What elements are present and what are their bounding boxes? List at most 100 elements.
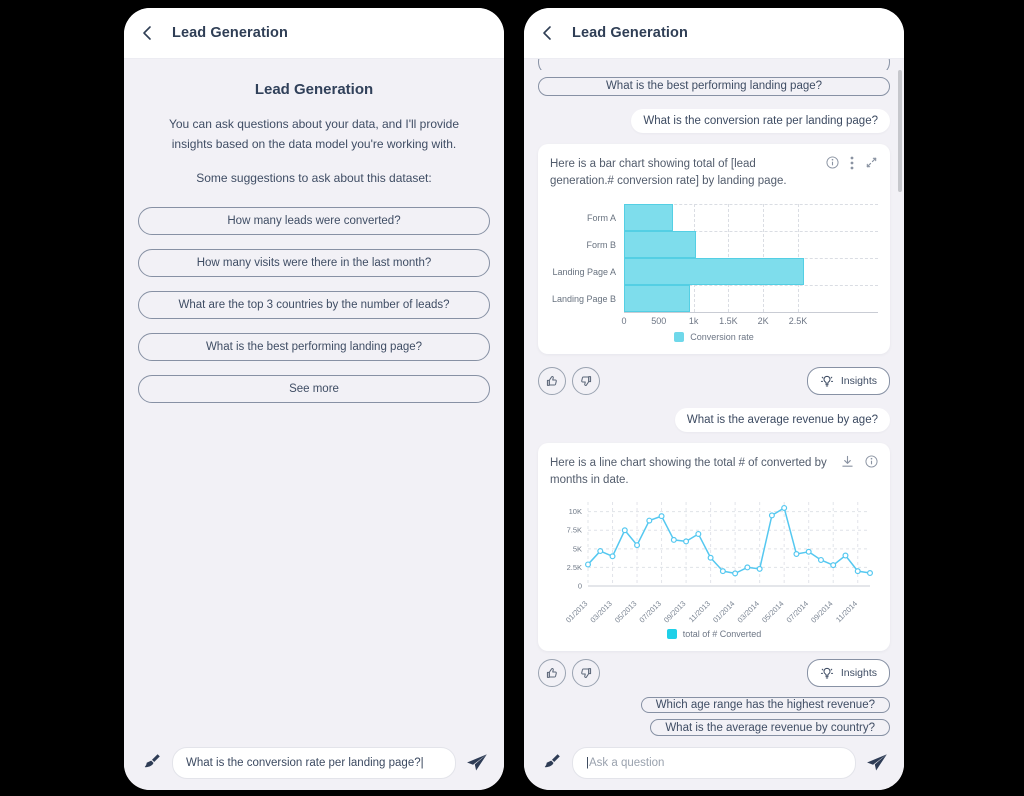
input-value: What is the conversion rate per landing … [186, 757, 421, 769]
svg-text:07/2014: 07/2014 [785, 599, 811, 624]
svg-text:5K: 5K [573, 544, 582, 553]
line-chart-legend: total of # Converted [550, 628, 878, 639]
suggestions-label: Some suggestions to ask about this datas… [196, 170, 432, 185]
svg-text:01/2013: 01/2013 [564, 599, 590, 624]
lightbulb-icon [820, 666, 834, 680]
send-icon[interactable] [866, 753, 888, 773]
line-chart-card: Here is a line chart showing the total #… [538, 443, 890, 651]
thumbs-up-button[interactable] [538, 658, 566, 687]
suggestion-pill-visits[interactable]: How many visits were there in the last m… [138, 248, 490, 277]
svg-text:2.5K: 2.5K [567, 562, 582, 571]
svg-text:05/2014: 05/2014 [760, 599, 786, 624]
bar-chart-x-axis: 0 500 1k 1.5K 2K 2.5K [621, 313, 878, 328]
svg-text:09/2014: 09/2014 [809, 599, 835, 624]
kebab-menu-icon[interactable] [850, 156, 854, 170]
bar-x-tick: 1.5K [719, 316, 738, 327]
header-title: Lead Generation [572, 25, 688, 41]
back-icon[interactable] [142, 25, 154, 41]
svg-text:03/2014: 03/2014 [736, 599, 762, 624]
suggestion-pill-landing[interactable]: What is the best performing landing page… [138, 332, 490, 361]
bar-chart-card: Here is a bar chart showing total of [le… [538, 143, 890, 355]
right-footer: | Ask a question [524, 736, 904, 790]
right-header: Lead Generation [524, 8, 904, 59]
bar [624, 285, 691, 313]
suggestion-pill-converted[interactable]: How many leads were converted? [138, 206, 490, 235]
bar [624, 258, 804, 286]
insights-label: Insights [840, 666, 877, 679]
suggestion-pill-age-range[interactable]: Which age range has the highest revenue? [640, 696, 890, 714]
legend-label: total of # Converted [682, 628, 762, 639]
bar-card-title: Here is a bar chart showing total of [le… [550, 157, 787, 187]
user-message: What is the average revenue by age? [674, 408, 890, 433]
bar-chart: Form A Form B Landing Page A Landing Page B [550, 204, 878, 314]
bar-category-label: Form A [586, 212, 616, 223]
phone-right: Lead Generation What is the best perform… [524, 8, 904, 790]
bar-category-label: Form B [586, 239, 616, 250]
thumbs-down-button[interactable] [572, 367, 600, 396]
bar-category-label: Landing Page B [551, 293, 616, 304]
chat-scroll-area[interactable]: What is the best performing landing page… [524, 59, 904, 736]
bar-x-tick: 500 [651, 316, 667, 327]
clear-broom-icon[interactable] [140, 752, 162, 774]
info-icon[interactable] [826, 156, 839, 169]
suggestion-pill-partial[interactable] [538, 59, 890, 70]
svg-text:7.5K: 7.5K [567, 525, 582, 534]
expand-icon[interactable] [865, 156, 878, 169]
welcome-title: Lead Generation [254, 81, 374, 98]
line-card-title: Here is a line chart showing the total #… [550, 457, 827, 487]
svg-text:11/2013: 11/2013 [687, 599, 712, 624]
svg-text:03/2013: 03/2013 [588, 599, 614, 624]
input-caret: | [420, 757, 424, 769]
legend-swatch [674, 332, 685, 343]
thumbs-down-button[interactable] [572, 658, 600, 687]
svg-text:07/2013: 07/2013 [637, 599, 663, 624]
back-icon[interactable] [542, 25, 554, 41]
input-caret: | [586, 757, 589, 769]
svg-text:09/2013: 09/2013 [662, 599, 688, 624]
clear-broom-icon[interactable] [540, 752, 562, 774]
send-icon[interactable] [466, 753, 488, 773]
suggestion-pill-country[interactable]: What is the average revenue by country? [650, 719, 890, 736]
phone-left: Lead Generation Lead Generation You can … [124, 8, 504, 790]
suggestion-pill-see-more[interactable]: See more [138, 374, 490, 403]
svg-text:0: 0 [578, 581, 582, 590]
bar-x-tick: 1k [688, 316, 699, 327]
feedback-row: Insights [538, 658, 890, 687]
bar [624, 231, 697, 259]
insights-button[interactable]: Insights [806, 658, 890, 687]
info-icon[interactable] [865, 455, 878, 468]
message-input[interactable]: | Ask a question [572, 747, 856, 779]
insights-label: Insights [840, 375, 877, 388]
bar-chart-legend: Conversion rate [550, 332, 878, 343]
thumbs-up-button[interactable] [538, 367, 566, 396]
lightbulb-icon [820, 374, 834, 388]
bar [624, 204, 673, 232]
svg-text:05/2013: 05/2013 [613, 599, 639, 624]
bar-x-tick: 2.5K [788, 316, 808, 327]
partial-suggestion-pill [538, 59, 890, 70]
user-message: What is the conversion rate per landing … [631, 108, 890, 133]
left-body: Lead Generation You can ask questions ab… [124, 59, 504, 736]
download-icon[interactable] [841, 455, 854, 468]
suggestion-pill-landing[interactable]: What is the best performing landing page… [538, 76, 890, 96]
left-header: Lead Generation [124, 8, 504, 59]
svg-text:11/2014: 11/2014 [834, 599, 859, 624]
scrollbar-thumb[interactable] [898, 70, 902, 192]
bar-category-label: Landing Page A [552, 266, 616, 277]
message-input[interactable]: What is the conversion rate per landing … [172, 747, 456, 779]
feedback-row: Insights [538, 367, 890, 396]
welcome-text: You can ask questions about your data, a… [168, 117, 460, 152]
input-placeholder: Ask a question [589, 757, 665, 769]
bar-x-tick: 0 [621, 316, 627, 327]
suggestion-list: How many leads were converted? How many … [138, 193, 490, 403]
svg-text:10K: 10K [569, 507, 582, 516]
insights-button[interactable]: Insights [806, 367, 890, 396]
bar-x-tick: 2K [757, 316, 769, 327]
legend-label: Conversion rate [690, 332, 754, 343]
suggestion-pill-countries[interactable]: What are the top 3 countries by the numb… [138, 290, 490, 319]
left-footer: What is the conversion rate per landing … [124, 736, 504, 790]
legend-swatch [666, 628, 677, 639]
header-title: Lead Generation [172, 25, 288, 41]
